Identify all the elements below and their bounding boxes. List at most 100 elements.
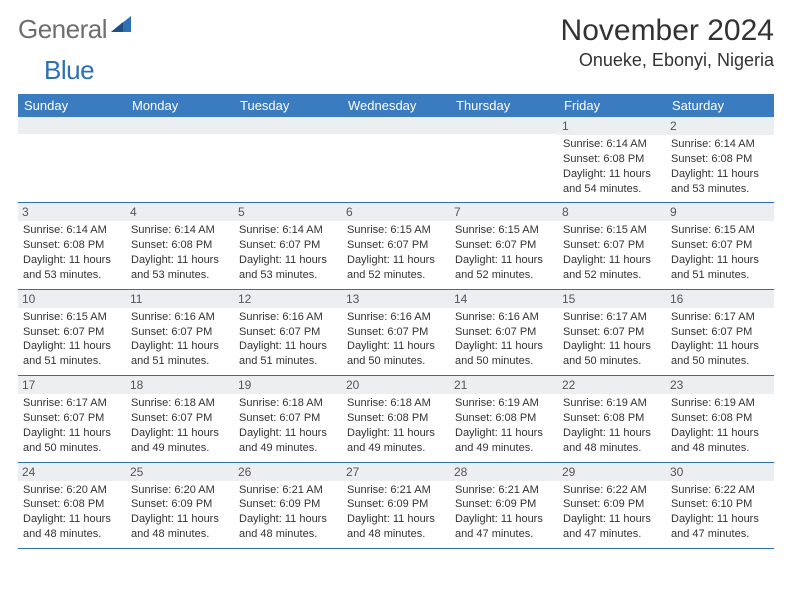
day-number: 19 <box>234 376 342 394</box>
calendar-cell: 14Sunrise: 6:16 AMSunset: 6:07 PMDayligh… <box>450 289 558 375</box>
daylight-text: Daylight: 11 hours and 53 minutes. <box>23 253 121 283</box>
calendar-cell: 17Sunrise: 6:17 AMSunset: 6:07 PMDayligh… <box>18 376 126 462</box>
daylight-text: Daylight: 11 hours and 52 minutes. <box>347 253 445 283</box>
sunset-text: Sunset: 6:07 PM <box>347 325 445 340</box>
sunset-text: Sunset: 6:08 PM <box>131 238 229 253</box>
day-details: Sunrise: 6:19 AMSunset: 6:08 PMDaylight:… <box>563 396 661 455</box>
day-number: 22 <box>558 376 666 394</box>
day-details: Sunrise: 6:21 AMSunset: 6:09 PMDaylight:… <box>455 483 553 542</box>
day-number: 18 <box>126 376 234 394</box>
day-number <box>450 117 558 134</box>
day-details: Sunrise: 6:16 AMSunset: 6:07 PMDaylight:… <box>347 310 445 369</box>
day-details: Sunrise: 6:21 AMSunset: 6:09 PMDaylight:… <box>347 483 445 542</box>
col-wednesday: Wednesday <box>342 94 450 117</box>
sunset-text: Sunset: 6:09 PM <box>131 497 229 512</box>
calendar-cell: 5Sunrise: 6:14 AMSunset: 6:07 PMDaylight… <box>234 203 342 289</box>
daylight-text: Daylight: 11 hours and 47 minutes. <box>563 512 661 542</box>
daylight-text: Daylight: 11 hours and 49 minutes. <box>239 426 337 456</box>
logo-sail-icon <box>111 14 133 39</box>
daylight-text: Daylight: 11 hours and 52 minutes. <box>455 253 553 283</box>
sunrise-text: Sunrise: 6:15 AM <box>671 223 769 238</box>
day-number: 8 <box>558 203 666 221</box>
calendar-cell: 18 Sunrise: 6:18 AMSunset: 6:07 PMDayligh… <box>126 376 234 462</box>
col-thursday: Thursday <box>450 94 558 117</box>
day-details: Sunrise: 6:17 AMSunset: 6:07 PMDaylight:… <box>671 310 769 369</box>
calendar-body: 1Sunrise: 6:14 AMSunset: 6:08 PMDaylight… <box>18 117 774 548</box>
calendar-week: 1Sunrise: 6:14 AMSunset: 6:08 PMDaylight… <box>18 117 774 203</box>
daylight-text: Daylight: 11 hours and 51 minutes. <box>131 339 229 369</box>
day-number: 1 <box>558 117 666 135</box>
sunset-text: Sunset: 6:07 PM <box>347 238 445 253</box>
daylight-text: Daylight: 11 hours and 48 minutes. <box>671 426 769 456</box>
daylight-text: Daylight: 11 hours and 51 minutes. <box>23 339 121 369</box>
day-number <box>342 117 450 134</box>
sunrise-text: Sunrise: 6:14 AM <box>131 223 229 238</box>
calendar-cell: 8 Sunrise: 6:15 AMSunset: 6:07 PMDaylight… <box>558 203 666 289</box>
day-details: Sunrise: 6:17 AMSunset: 6:07 PMDaylight:… <box>23 396 121 455</box>
day-details: Sunrise: 6:18 AMSunset: 6:07 PMDaylight:… <box>239 396 337 455</box>
daylight-text: Daylight: 11 hours and 50 minutes. <box>563 339 661 369</box>
sunrise-text: Sunrise: 6:20 AM <box>23 483 121 498</box>
day-details: Sunrise: 6:16 AMSunset: 6:07 PMDaylight:… <box>131 310 229 369</box>
calendar-cell: 21Sunrise: 6:19 AMSunset: 6:08 PMDayligh… <box>450 376 558 462</box>
calendar-week: 17Sunrise: 6:17 AMSunset: 6:07 PMDayligh… <box>18 376 774 462</box>
calendar-cell: 29Sunrise: 6:22 AMSunset: 6:09 PMDayligh… <box>558 462 666 548</box>
day-details: Sunrise: 6:15 AMSunset: 6:07 PMDaylight:… <box>347 223 445 282</box>
daylight-text: Daylight: 11 hours and 50 minutes. <box>455 339 553 369</box>
sunset-text: Sunset: 6:07 PM <box>239 325 337 340</box>
calendar-cell: 24Sunrise: 6:20 AMSunset: 6:08 PMDayligh… <box>18 462 126 548</box>
sunset-text: Sunset: 6:08 PM <box>455 411 553 426</box>
sunrise-text: Sunrise: 6:14 AM <box>671 137 769 152</box>
day-details: Sunrise: 6:22 AMSunset: 6:09 PMDaylight:… <box>563 483 661 542</box>
daylight-text: Daylight: 11 hours and 51 minutes. <box>671 253 769 283</box>
sunset-text: Sunset: 6:07 PM <box>239 238 337 253</box>
day-number: 12 <box>234 290 342 308</box>
col-monday: Monday <box>126 94 234 117</box>
sunrise-text: Sunrise: 6:19 AM <box>455 396 553 411</box>
day-details: Sunrise: 6:16 AMSunset: 6:07 PMDaylight:… <box>455 310 553 369</box>
day-number: 27 <box>342 463 450 481</box>
calendar-cell: 16 Sunrise: 6:17 AMSunset: 6:07 PMDayligh… <box>666 289 774 375</box>
sunset-text: Sunset: 6:08 PM <box>671 152 769 167</box>
day-number: 6 <box>342 203 450 221</box>
day-details: Sunrise: 6:14 AMSunset: 6:08 PMDaylight:… <box>23 223 121 282</box>
sunrise-text: Sunrise: 6:16 AM <box>347 310 445 325</box>
daylight-text: Daylight: 11 hours and 49 minutes. <box>347 426 445 456</box>
sunrise-text: Sunrise: 6:21 AM <box>239 483 337 498</box>
sunrise-text: Sunrise: 6:18 AM <box>131 396 229 411</box>
day-number: 2 <box>666 117 774 135</box>
day-number: 16 <box>666 290 774 308</box>
day-details: Sunrise: 6:14 AMSunset: 6:08 PMDaylight:… <box>563 137 661 196</box>
sunrise-text: Sunrise: 6:21 AM <box>347 483 445 498</box>
sunrise-text: Sunrise: 6:22 AM <box>563 483 661 498</box>
daylight-text: Daylight: 11 hours and 49 minutes. <box>131 426 229 456</box>
sunset-text: Sunset: 6:07 PM <box>131 411 229 426</box>
day-details: Sunrise: 6:20 AMSunset: 6:09 PMDaylight:… <box>131 483 229 542</box>
day-details: Sunrise: 6:18 AMSunset: 6:08 PMDaylight:… <box>347 396 445 455</box>
day-number: 30 <box>666 463 774 481</box>
sunset-text: Sunset: 6:08 PM <box>347 411 445 426</box>
day-details: Sunrise: 6:16 AMSunset: 6:07 PMDaylight:… <box>239 310 337 369</box>
day-number: 26 <box>234 463 342 481</box>
day-details: Sunrise: 6:15 AMSunset: 6:07 PMDaylight:… <box>23 310 121 369</box>
calendar-week: 10Sunrise: 6:15 AMSunset: 6:07 PMDayligh… <box>18 289 774 375</box>
sunset-text: Sunset: 6:08 PM <box>563 152 661 167</box>
calendar-cell: 3Sunrise: 6:14 AMSunset: 6:08 PMDaylight… <box>18 203 126 289</box>
sunset-text: Sunset: 6:07 PM <box>671 325 769 340</box>
day-details: Sunrise: 6:15 AMSunset: 6:07 PMDaylight:… <box>563 223 661 282</box>
sunrise-text: Sunrise: 6:15 AM <box>563 223 661 238</box>
sunrise-text: Sunrise: 6:15 AM <box>23 310 121 325</box>
sunset-text: Sunset: 6:07 PM <box>455 325 553 340</box>
calendar-cell: 26Sunrise: 6:21 AMSunset: 6:09 PMDayligh… <box>234 462 342 548</box>
sunrise-text: Sunrise: 6:19 AM <box>671 396 769 411</box>
calendar-cell: 25Sunrise: 6:20 AMSunset: 6:09 PMDayligh… <box>126 462 234 548</box>
day-details <box>23 136 121 188</box>
sunrise-text: Sunrise: 6:20 AM <box>131 483 229 498</box>
daylight-text: Daylight: 11 hours and 53 minutes. <box>239 253 337 283</box>
sunrise-text: Sunrise: 6:18 AM <box>239 396 337 411</box>
calendar-cell: 13Sunrise: 6:16 AMSunset: 6:07 PMDayligh… <box>342 289 450 375</box>
daylight-text: Daylight: 11 hours and 53 minutes. <box>671 167 769 197</box>
calendar-cell: 7Sunrise: 6:15 AMSunset: 6:07 PMDaylight… <box>450 203 558 289</box>
day-details: Sunrise: 6:15 AMSunset: 6:07 PMDaylight:… <box>671 223 769 282</box>
sunset-text: Sunset: 6:10 PM <box>671 497 769 512</box>
